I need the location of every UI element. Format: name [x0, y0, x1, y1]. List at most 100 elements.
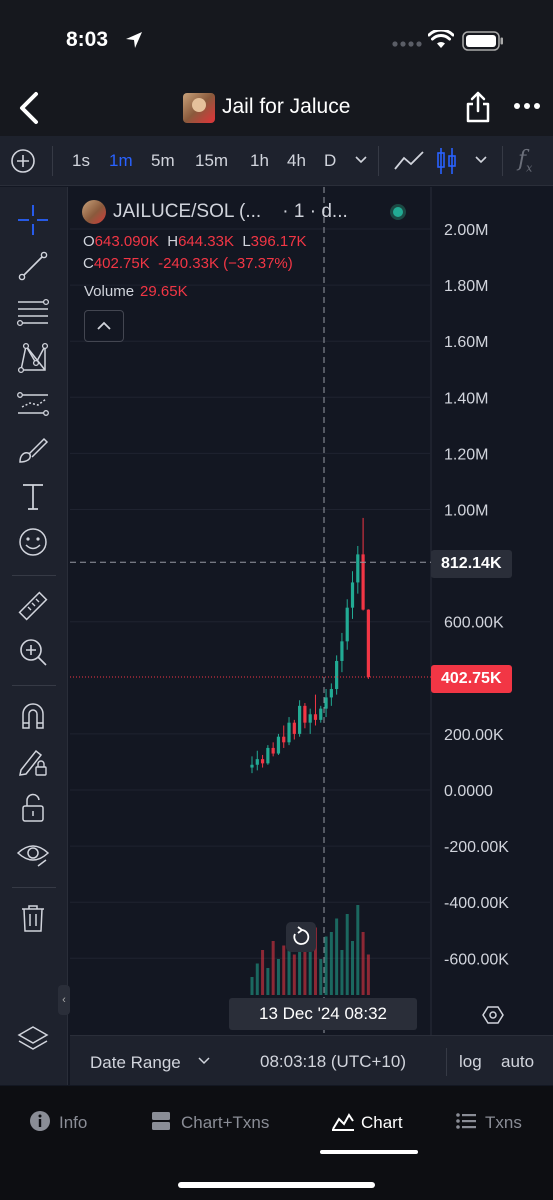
brush-icon[interactable]	[16, 433, 50, 467]
timeframe-1m[interactable]: 1m	[109, 151, 133, 170]
candle-body	[271, 747, 275, 754]
magnet-icon[interactable]	[16, 699, 50, 733]
collapse-panel-tab[interactable]: ‹	[58, 985, 70, 1015]
line-chart-icon[interactable]	[393, 149, 425, 173]
y-axis-tick-label: 1.80M	[444, 278, 488, 295]
y-axis-tick-label: 1.20M	[444, 446, 488, 463]
volume-bar	[319, 959, 323, 995]
token-avatar	[183, 93, 215, 123]
ruler-icon[interactable]	[16, 589, 50, 623]
fx-icon[interactable]: fx	[518, 147, 533, 175]
candle-body	[266, 747, 270, 764]
toolbar-divider	[378, 146, 379, 176]
emoji-icon[interactable]	[16, 525, 50, 559]
volume-bar	[361, 932, 365, 995]
candle-body	[282, 736, 286, 743]
split-icon	[152, 1112, 170, 1130]
fib-retracement-icon[interactable]	[16, 295, 50, 329]
candlestick-chart-icon[interactable]	[436, 147, 458, 175]
share-icon[interactable]	[464, 90, 492, 124]
auto-scale-toggle[interactable]: auto	[501, 1052, 535, 1071]
y-axis-tick-label: 200.00K	[444, 727, 504, 744]
candle-body	[308, 714, 312, 723]
back-chevron-icon[interactable]	[14, 88, 44, 128]
home-indicator	[178, 1182, 375, 1188]
location-arrow-icon	[126, 32, 142, 48]
y-axis-tick-label: 1.40M	[444, 390, 488, 407]
status-time: 8:03	[66, 28, 109, 51]
zoom-in-icon[interactable]	[16, 635, 50, 669]
timeframe-1h[interactable]: 1h	[250, 151, 269, 170]
y-axis-tick-label: -600.00K	[444, 951, 509, 968]
status-bar: 8:03	[0, 0, 553, 80]
candle-body	[329, 689, 333, 698]
collapse-legend-button[interactable]	[84, 310, 124, 342]
settings-hexagon-icon[interactable]	[482, 1004, 504, 1026]
eye-icon[interactable]	[16, 837, 50, 871]
volume-bar	[345, 914, 349, 995]
volume-bar	[340, 950, 344, 995]
timezone-clock[interactable]: 08:03:18 (UTC+10)	[260, 1052, 406, 1071]
volume-bar	[261, 950, 265, 995]
volume-bar	[298, 923, 302, 995]
list-icon	[456, 1113, 476, 1129]
candle-body	[250, 764, 254, 768]
info-icon	[30, 1111, 50, 1131]
chart-icon	[332, 1113, 354, 1131]
trash-icon[interactable]	[16, 901, 50, 935]
toolbar-divider	[502, 146, 503, 176]
panel-divider	[12, 887, 56, 888]
add-indicator-icon[interactable]	[10, 148, 36, 174]
panel-divider	[12, 685, 56, 686]
chart-area[interactable]: 2.00M 1.80M 1.60M 1.40M 1.20M 1.00M 600.00K 200…	[70, 187, 553, 1035]
text-tool-icon[interactable]	[16, 479, 50, 513]
symbol-avatar	[82, 200, 106, 224]
volume-bar	[303, 950, 307, 995]
candlestick-chart[interactable]: 2.00M 1.80M 1.60M 1.40M 1.20M 1.00M 600.00K 200…	[70, 187, 553, 1035]
timeframe-5m[interactable]: 5m	[151, 151, 175, 170]
timeframe-1s[interactable]: 1s	[72, 151, 90, 170]
timeframe-d[interactable]: D	[324, 151, 337, 170]
candle-body	[335, 660, 339, 690]
pattern-icon[interactable]	[16, 341, 50, 375]
volume-bar	[308, 941, 312, 995]
volume-bar	[266, 968, 270, 995]
volume-bar	[276, 959, 280, 995]
crosshair-icon[interactable]	[16, 203, 50, 237]
ohlc-row-2: C402.75K -240.33K (−37.37%)	[83, 255, 293, 272]
date-range-button[interactable]: Date Range	[90, 1053, 181, 1072]
forecast-icon[interactable]	[16, 387, 50, 421]
candle-body	[366, 609, 370, 678]
wifi-icon	[428, 30, 454, 48]
chevron-down-icon[interactable]	[198, 1057, 210, 1065]
toolbar-divider	[52, 146, 53, 176]
candle-body	[298, 705, 302, 734]
candle-body	[361, 554, 365, 610]
trend-line-icon[interactable]	[16, 249, 50, 283]
timeframe-chevron-down-icon[interactable]	[354, 155, 368, 165]
volume-bar	[292, 954, 296, 995]
chart-type-chevron-down-icon[interactable]	[474, 155, 488, 165]
lock-drawings-icon[interactable]	[16, 745, 50, 779]
candle-body	[255, 759, 259, 765]
battery-icon	[462, 31, 503, 51]
candle-body	[287, 722, 291, 743]
market-status-dot	[390, 204, 406, 220]
y-axis-tick-label: 600.00K	[444, 615, 504, 632]
volume-bar	[313, 927, 317, 995]
timeframe-4h[interactable]: 4h	[287, 151, 306, 170]
candle-body	[356, 554, 360, 583]
refresh-icon	[293, 926, 310, 945]
more-options-icon[interactable]	[514, 102, 540, 110]
layers-icon[interactable]	[16, 1023, 50, 1057]
timeframe-15m[interactable]: 15m	[195, 151, 229, 170]
drawing-tools-panel	[0, 187, 68, 1085]
log-scale-toggle[interactable]: log	[459, 1052, 482, 1071]
last-price-label: 402.75K	[431, 665, 512, 693]
candle-body	[276, 736, 281, 754]
reset-chart-button[interactable]	[286, 922, 316, 952]
unlock-icon[interactable]	[16, 791, 50, 825]
candle-body	[345, 607, 349, 642]
symbol-name[interactable]: JAILUCE/SOL (... · 1 · d...	[113, 201, 348, 222]
candle-body	[292, 722, 296, 734]
